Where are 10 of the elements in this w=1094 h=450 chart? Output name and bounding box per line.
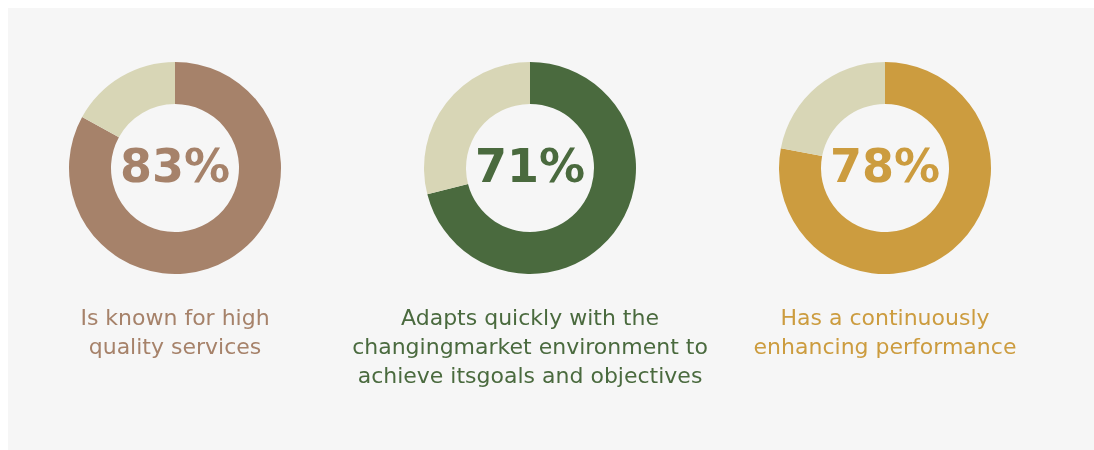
text: Has a continuously enhancing performance — [753, 305, 1017, 359]
donut-slice — [779, 62, 991, 274]
text: Is known for high quality services — [80, 305, 270, 359]
donut-slice — [69, 62, 281, 274]
data-label: 71% — [474, 139, 586, 193]
donut-slice — [82, 62, 175, 138]
data-label: 78% — [829, 139, 941, 193]
donut-slice — [427, 62, 636, 274]
text: Adapts quickly with the changingmarket environment to achieve itsgoals and objectives — [352, 305, 708, 388]
data-label: 83% — [119, 139, 231, 193]
